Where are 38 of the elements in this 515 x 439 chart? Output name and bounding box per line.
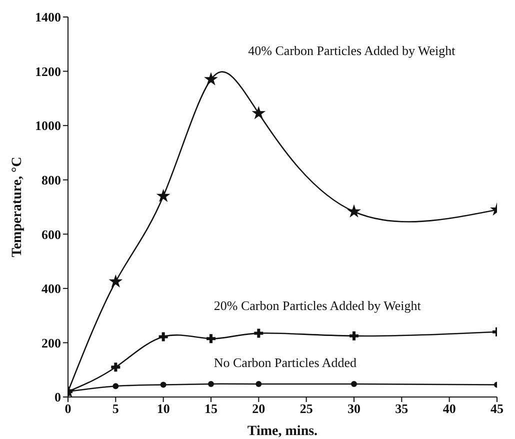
x-tick-label: 25 <box>300 401 314 416</box>
series-label: 20% Carbon Particles Added by Weight <box>214 298 422 313</box>
point <box>206 334 216 344</box>
y-tick-label: 400 <box>42 281 61 296</box>
y-axis-title: Temperature, °C <box>10 156 25 258</box>
point <box>160 382 166 388</box>
point <box>252 106 266 120</box>
x-tick-label: 30 <box>348 401 360 416</box>
point <box>254 328 264 338</box>
point <box>112 383 119 390</box>
x-tick-label: 15 <box>204 401 218 416</box>
x-tick-label: 40 <box>442 401 456 416</box>
point <box>256 380 262 387</box>
x-tick-label: 35 <box>395 401 409 416</box>
point <box>108 274 123 288</box>
x-tick-label: 45 <box>490 401 504 416</box>
point <box>111 362 120 372</box>
y-tick-label: 1400 <box>35 10 61 25</box>
y-tick-label: 1000 <box>35 118 61 134</box>
x-tick-label: 0 <box>64 401 72 416</box>
point <box>204 72 218 86</box>
point <box>351 380 357 387</box>
series-label: 40% Carbon Particles Added by Weight <box>248 43 456 58</box>
point <box>208 380 214 387</box>
point <box>156 188 170 202</box>
y-tick-label: 0 <box>54 390 61 405</box>
y-tick-label: 200 <box>42 335 61 350</box>
point <box>158 332 168 342</box>
x-axis-title: Time, mins. <box>247 424 318 439</box>
y-tick-label: 600 <box>42 226 61 242</box>
point <box>347 204 361 218</box>
x-tick-label: 10 <box>156 401 170 416</box>
x-tick-label: 20 <box>252 401 266 416</box>
x-tick-label: 5 <box>112 401 120 416</box>
point <box>350 331 358 340</box>
y-tick-label: 800 <box>42 172 61 188</box>
y-tick-label: 1200 <box>35 64 61 79</box>
series-label: No Carbon Particles Added <box>214 354 357 370</box>
